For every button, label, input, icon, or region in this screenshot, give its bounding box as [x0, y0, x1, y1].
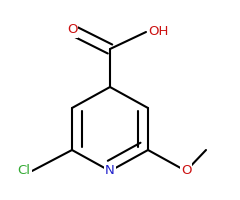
Text: O: O	[67, 23, 77, 36]
Text: O: O	[181, 164, 191, 177]
Text: N: N	[105, 164, 115, 177]
Text: OH: OH	[148, 25, 168, 38]
Text: Cl: Cl	[18, 164, 30, 177]
